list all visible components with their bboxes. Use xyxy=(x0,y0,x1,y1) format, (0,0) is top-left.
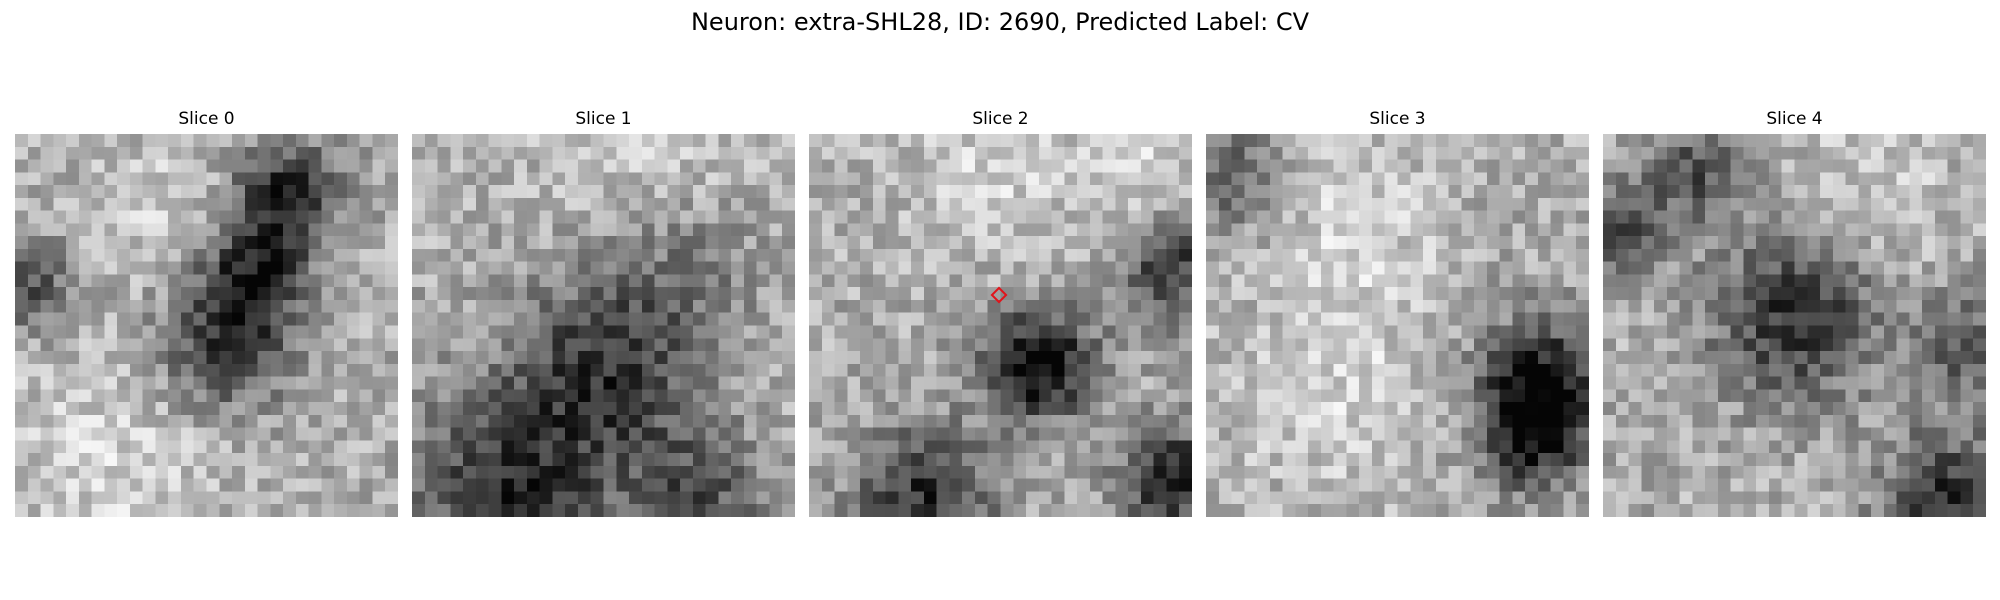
slice-title-1: Slice 1 xyxy=(575,109,632,129)
slice-image-4 xyxy=(1603,134,1986,517)
slice-title-0: Slice 0 xyxy=(178,109,235,129)
slice-title-2: Slice 2 xyxy=(972,109,1029,129)
slice-image-1 xyxy=(412,134,795,517)
slice-panel-2: Slice 2 xyxy=(809,108,1192,517)
slice-panel-4: Slice 4 xyxy=(1603,108,1986,517)
slice-image-2 xyxy=(809,134,1192,517)
slice-panel-3: Slice 3 xyxy=(1206,108,1589,517)
slice-image-0 xyxy=(15,134,398,517)
slice-panel-1: Slice 1 xyxy=(412,108,795,517)
slice-title-3: Slice 3 xyxy=(1369,109,1426,129)
slice-panel-0: Slice 0 xyxy=(15,108,398,517)
slice-image-3 xyxy=(1206,134,1589,517)
figure-title: Neuron: extra-SHL28, ID: 2690, Predicted… xyxy=(690,8,1310,36)
slice-title-4: Slice 4 xyxy=(1766,109,1823,129)
